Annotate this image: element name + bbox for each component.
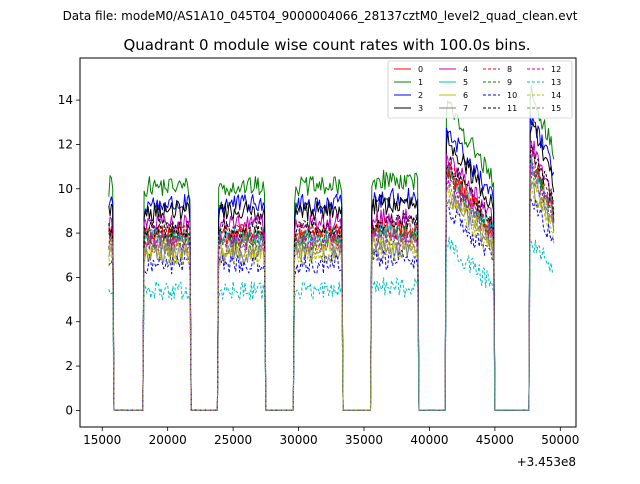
legend-label-0: 0 (418, 65, 423, 74)
y-tick-label: 10 (58, 182, 73, 196)
legend-label-11: 11 (507, 104, 517, 113)
legend-label-1: 1 (418, 78, 423, 87)
legend-frame (387, 60, 573, 119)
series-line-12 (108, 162, 555, 411)
series-line-13 (108, 236, 555, 411)
y-tick-label: 4 (65, 315, 73, 329)
series-line-10 (108, 195, 555, 411)
chart-title: Quadrant 0 module wise count rates with … (123, 36, 530, 54)
y-tick-label: 6 (65, 270, 73, 284)
x-offset-label: +3.453e8 (517, 455, 576, 469)
series-line-9 (108, 169, 555, 411)
series-line-3 (108, 122, 555, 411)
legend-label-14: 14 (551, 91, 561, 100)
x-tick-label: 30000 (279, 433, 317, 447)
series-line-1 (108, 84, 555, 411)
legend-label-4: 4 (463, 65, 468, 74)
y-tick-label: 14 (58, 93, 73, 107)
legend-label-8: 8 (507, 65, 512, 74)
y-tick-label: 12 (58, 137, 73, 151)
legend-label-12: 12 (551, 65, 561, 74)
x-tick-label: 20000 (149, 433, 187, 447)
x-tick-label: 15000 (83, 433, 121, 447)
y-axis: 0 2 4 6 8 10 12 14 (58, 93, 80, 417)
axes-frame (79, 57, 577, 428)
x-tick-label: 25000 (214, 433, 252, 447)
legend-label-7: 7 (463, 104, 468, 113)
legend-label-6: 6 (463, 91, 468, 100)
legend-label-5: 5 (463, 78, 468, 87)
x-tick-label: 50000 (541, 433, 579, 447)
x-tick-label: 45000 (476, 433, 514, 447)
legend-label-10: 10 (507, 91, 517, 100)
legend-label-2: 2 (418, 91, 423, 100)
y-tick-label: 0 (65, 403, 73, 417)
legend-label-3: 3 (418, 104, 423, 113)
series-line-14 (108, 184, 555, 411)
legend-label-13: 13 (551, 78, 561, 87)
x-tick-label: 35000 (345, 433, 383, 447)
chart-suptitle: Data file: modeM0/AS1A10_045T04_90000040… (63, 9, 578, 23)
legend-label-15: 15 (551, 104, 561, 113)
plot-area (108, 84, 555, 411)
y-tick-label: 8 (65, 226, 73, 240)
x-axis: 15000 20000 25000 30000 35000 40000 45000 50000 (83, 427, 579, 447)
series-line-15 (108, 165, 555, 411)
legend-label-9: 9 (507, 78, 512, 87)
series-line-11 (108, 144, 555, 411)
y-tick-label: 2 (65, 359, 73, 373)
x-tick-label: 40000 (410, 433, 448, 447)
